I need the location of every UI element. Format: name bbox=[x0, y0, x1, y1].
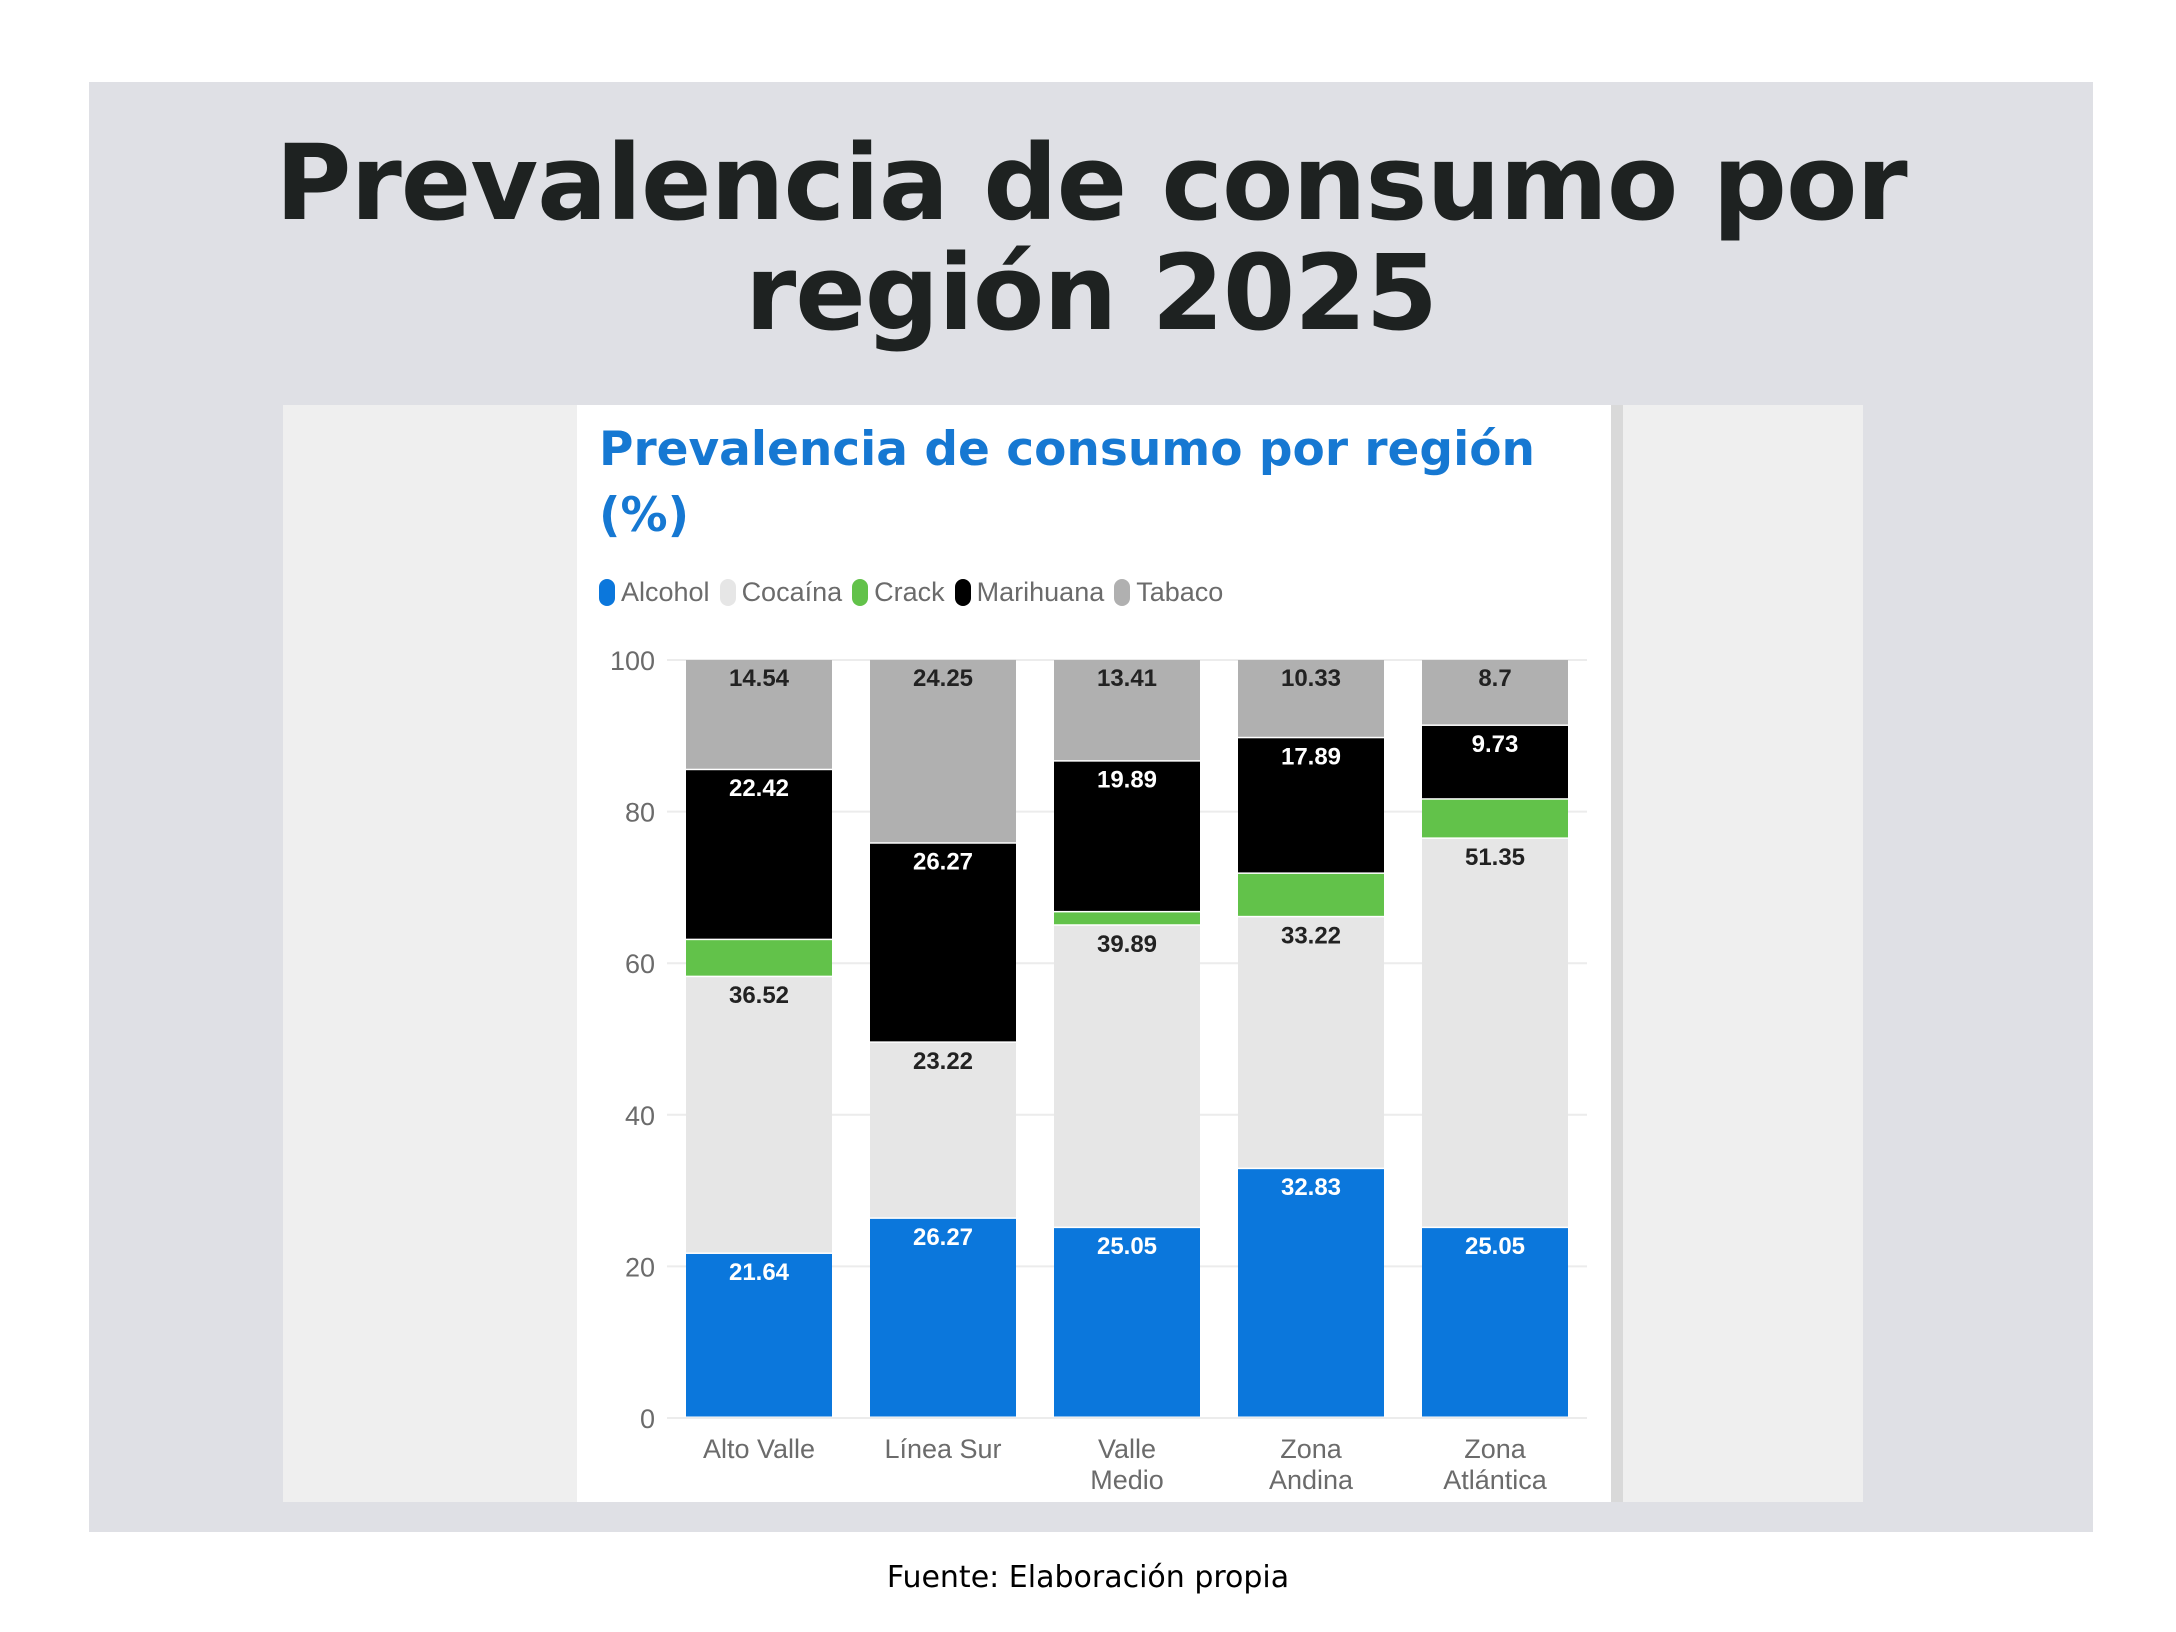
legend-label: Marihuana bbox=[976, 577, 1105, 607]
bar-segment-marihuana bbox=[1422, 725, 1568, 799]
data-label: 26.27 bbox=[913, 1224, 973, 1251]
bar-segment-tabaco bbox=[686, 660, 832, 769]
stacked-bar-chart: 0 20 40 60 80 100 21.64 36.52 22.42 14.54 Alto Val… bbox=[610, 646, 1587, 1495]
legend-swatch-icon bbox=[719, 579, 736, 606]
bar-segment-cocaína bbox=[686, 977, 832, 1253]
bar-segment-crack bbox=[686, 940, 832, 976]
bar-segment-crack bbox=[1422, 799, 1568, 838]
chart-card: Prevalencia de consumo por región (%) Al… bbox=[577, 405, 1611, 1502]
bar-segment-marihuana bbox=[870, 843, 1016, 1042]
legend-item: Alcohol bbox=[599, 577, 710, 608]
x-tick-label: Atlántica bbox=[1443, 1465, 1548, 1495]
data-label: 14.54 bbox=[729, 665, 790, 692]
bar-segment-marihuana bbox=[1054, 761, 1200, 911]
legend-item: Marihuana bbox=[954, 577, 1105, 608]
bar-segment-alcohol bbox=[686, 1253, 832, 1417]
legend-label: Crack bbox=[874, 577, 945, 607]
bar-segment-alcohol bbox=[1054, 1228, 1200, 1417]
bar-segment-alcohol bbox=[1238, 1169, 1384, 1417]
bar-segment-tabaco bbox=[1422, 660, 1568, 725]
data-label: 21.64 bbox=[729, 1259, 790, 1286]
legend-item: Crack bbox=[852, 577, 945, 608]
bar-segment-tabaco bbox=[1238, 660, 1384, 737]
legend-label: Tabaco bbox=[1136, 577, 1224, 607]
image-separator bbox=[1611, 405, 1623, 1502]
bar-segment-marihuana bbox=[1238, 738, 1384, 873]
chart-title: Prevalencia de consumo por región (%) bbox=[599, 422, 1535, 543]
data-label: 32.83 bbox=[1281, 1174, 1341, 1201]
x-tick-label: Alto Valle bbox=[703, 1434, 815, 1464]
source-caption: Fuente: Elaboración propia bbox=[886, 1560, 1290, 1595]
x-tick-label: Zona bbox=[1464, 1434, 1527, 1464]
data-label: 25.05 bbox=[1465, 1233, 1525, 1260]
image-margin-right bbox=[1623, 405, 1863, 1502]
data-label: 19.89 bbox=[1097, 767, 1157, 794]
data-label: 39.89 bbox=[1097, 931, 1157, 958]
bar-segment-marihuana bbox=[686, 770, 832, 939]
data-label: 33.22 bbox=[1281, 922, 1341, 949]
data-label: 26.27 bbox=[913, 849, 973, 876]
bar-segment-cocaína bbox=[870, 1042, 1016, 1218]
legend-item: Cocaína bbox=[719, 577, 843, 608]
data-label: 25.05 bbox=[1097, 1233, 1157, 1260]
bar-segment-alcohol bbox=[1422, 1228, 1568, 1417]
data-label: 17.89 bbox=[1281, 743, 1341, 770]
data-label: 10.33 bbox=[1281, 665, 1341, 692]
data-label: 24.25 bbox=[913, 665, 973, 692]
bar-segment-tabaco bbox=[870, 659, 1016, 843]
chart-legend: Alcohol Cocaína Crack Marihuana Tabaco bbox=[599, 577, 1233, 608]
y-tick-label: 60 bbox=[625, 949, 655, 979]
data-label: 22.42 bbox=[729, 775, 789, 802]
legend-label: Alcohol bbox=[621, 577, 710, 607]
y-tick-label: 100 bbox=[610, 646, 655, 676]
data-label: 51.35 bbox=[1465, 844, 1525, 871]
bar-segment-tabaco bbox=[1054, 660, 1200, 761]
data-label: 8.7 bbox=[1478, 665, 1511, 692]
x-tick-label: Línea Sur bbox=[884, 1434, 1001, 1464]
legend-item: Tabaco bbox=[1114, 577, 1223, 608]
legend-swatch-icon bbox=[954, 579, 971, 606]
x-tick-label: Zona bbox=[1280, 1434, 1343, 1464]
x-tick-label: Medio bbox=[1090, 1465, 1164, 1495]
legend-label: Cocaína bbox=[741, 577, 843, 607]
bar-segment-alcohol bbox=[870, 1218, 1016, 1417]
legend-swatch-icon bbox=[599, 579, 615, 606]
data-label: 13.41 bbox=[1097, 665, 1157, 692]
y-tick-label: 20 bbox=[625, 1252, 655, 1282]
page-title: Prevalencia de consumo por región 2025 bbox=[275, 122, 1907, 354]
y-tick-label: 40 bbox=[625, 1101, 655, 1131]
bar-segment-crack bbox=[1238, 873, 1384, 916]
data-label: 23.22 bbox=[913, 1048, 973, 1075]
x-tick-label: Andina bbox=[1269, 1465, 1354, 1495]
x-tick-label: Valle bbox=[1098, 1434, 1156, 1464]
bar-segment-crack bbox=[1054, 912, 1200, 925]
y-tick-label: 0 bbox=[640, 1404, 655, 1434]
data-label: 9.73 bbox=[1472, 731, 1519, 758]
bar-segment-cocaína bbox=[1054, 925, 1200, 1227]
data-label: 36.52 bbox=[729, 982, 789, 1009]
legend-swatch-icon bbox=[852, 579, 869, 606]
bar-segment-cocaína bbox=[1422, 838, 1568, 1227]
bar-segment-cocaína bbox=[1238, 917, 1384, 1168]
image-margin-left bbox=[283, 405, 577, 1502]
y-tick-label: 80 bbox=[625, 798, 655, 828]
legend-swatch-icon bbox=[1114, 579, 1131, 606]
